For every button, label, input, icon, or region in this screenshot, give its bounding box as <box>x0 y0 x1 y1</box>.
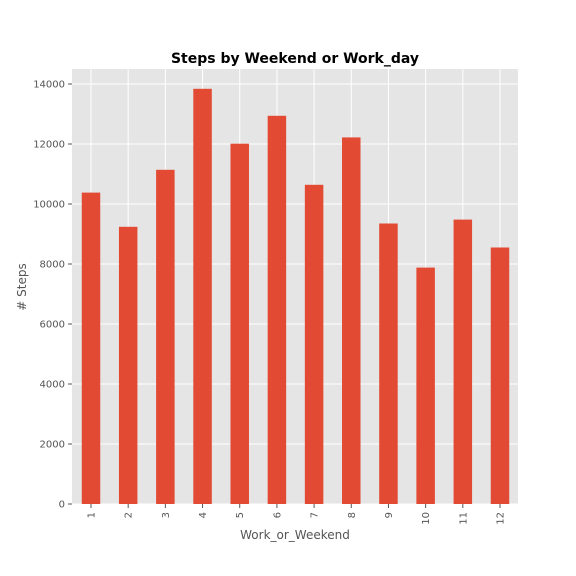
chart-title: Steps by Weekend or Work_day <box>171 51 419 67</box>
y-tick-label: 2000 <box>40 440 65 451</box>
x-tick-label: 9 <box>384 512 395 518</box>
x-tick-label: 2 <box>124 512 135 518</box>
y-axis: 0 2000 4000 6000 8000 10000 12000 14000 <box>33 80 72 511</box>
y-tick-label: 4000 <box>40 380 65 391</box>
bar <box>156 169 175 505</box>
bar <box>118 226 138 505</box>
x-tick-label: 6 <box>272 512 283 518</box>
bar <box>230 143 249 504</box>
bar <box>416 267 435 504</box>
x-tick-label: 3 <box>161 512 172 518</box>
x-tick-label: 8 <box>347 512 358 518</box>
bar <box>342 137 361 504</box>
x-tick-label: 7 <box>310 512 321 518</box>
x-tick-label: 5 <box>235 512 246 518</box>
x-tick-label: 1 <box>87 512 98 518</box>
y-tick-label: 12000 <box>33 140 65 151</box>
bar <box>193 88 212 505</box>
y-axis-label: # Steps <box>15 263 29 310</box>
x-tick-label: 10 <box>421 512 432 525</box>
y-tick-label: 6000 <box>40 320 65 331</box>
bar <box>490 247 510 504</box>
x-tick-label: 11 <box>458 512 469 525</box>
bars <box>81 88 510 505</box>
x-axis-label: Work_or_Weekend <box>240 528 350 542</box>
bar <box>304 184 324 505</box>
x-axis: 1 2 3 4 5 6 7 8 9 10 11 12 <box>87 504 507 525</box>
bar <box>453 219 473 504</box>
y-tick-label: 8000 <box>40 260 65 271</box>
bar <box>267 115 287 505</box>
y-tick-label: 10000 <box>33 200 65 211</box>
y-tick-label: 14000 <box>33 80 65 91</box>
plot-area <box>72 69 518 504</box>
bar <box>81 192 101 504</box>
x-tick-label: 4 <box>198 512 209 518</box>
x-tick-label: 12 <box>496 512 507 525</box>
bar <box>379 223 398 504</box>
y-tick-label: 0 <box>59 500 65 511</box>
